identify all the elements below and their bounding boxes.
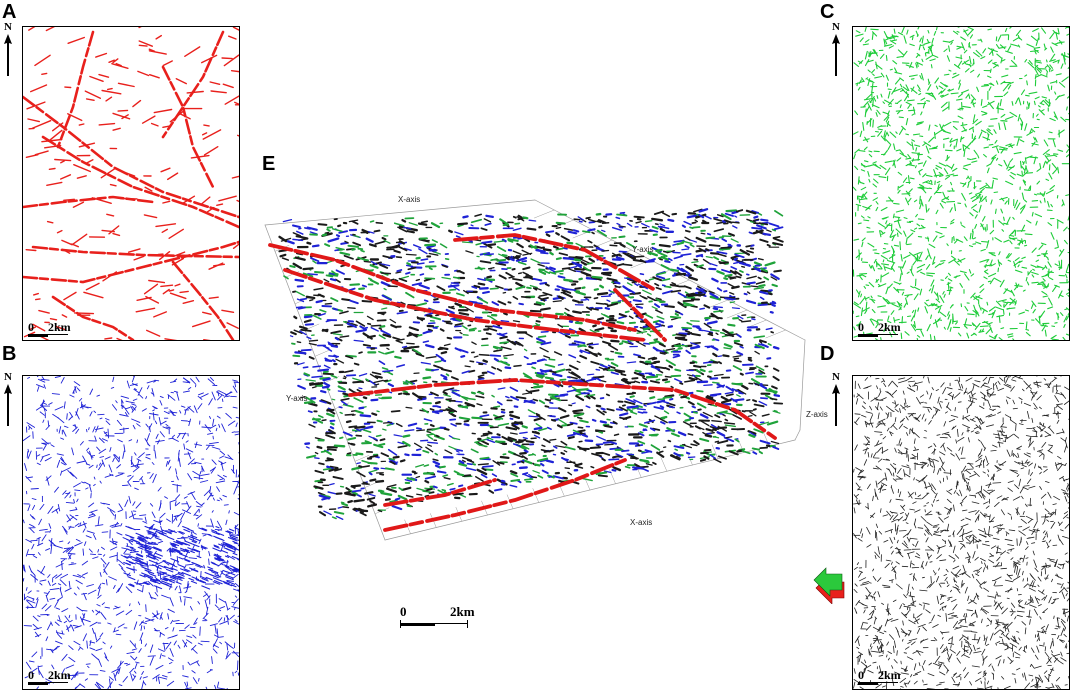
north-arrow-c: N	[830, 22, 842, 76]
fault-3d-view	[264, 199, 806, 541]
scale-bar-d: 0 2km	[858, 668, 938, 686]
scale-zero: 0	[28, 320, 34, 334]
scale-distance: 2km	[48, 320, 71, 334]
scale-distance: 2km	[878, 320, 901, 334]
x-axis-label-top: X-axis	[398, 195, 421, 204]
x-axis-label-bottom: X-axis	[630, 518, 653, 527]
fault-map-d	[852, 375, 1070, 690]
scale-line	[400, 620, 468, 628]
north-label: N	[4, 371, 12, 383]
scale-distance: 2km	[878, 668, 901, 682]
fault-lines-c	[853, 27, 1069, 340]
fault-map-a	[22, 26, 240, 341]
y-axis-label-right: Y-axis	[632, 245, 654, 254]
north-arrow-icon	[832, 34, 840, 76]
scale-bar-c: 0 2km	[858, 320, 938, 338]
fault-map-c	[852, 26, 1070, 341]
scale-distance: 2km	[48, 668, 71, 682]
fault-lines-d	[853, 376, 1069, 689]
north-label: N	[832, 371, 840, 383]
north-label: N	[4, 21, 12, 33]
panel-label-a: A	[2, 1, 17, 23]
north-arrow-d: N	[830, 372, 842, 426]
fault-map-b	[22, 375, 240, 690]
orientation-arrow-icon	[813, 567, 845, 604]
scale-bar-e: 0 2km	[400, 604, 490, 628]
panel-label-d: D	[820, 343, 835, 365]
scale-line	[858, 682, 898, 685]
north-arrow-icon	[4, 384, 12, 426]
panel-label-b: B	[2, 343, 17, 365]
panel-label-c: C	[820, 1, 835, 23]
north-arrow-icon	[832, 384, 840, 426]
scale-line	[28, 334, 68, 337]
scale-bar-b: 0 2km	[28, 668, 108, 686]
y-axis-label-left: Y-axis	[286, 394, 308, 403]
scale-zero: 0	[400, 604, 407, 619]
scale-zero: 0	[28, 668, 34, 682]
scale-zero: 0	[858, 320, 864, 334]
north-label: N	[832, 21, 840, 33]
north-arrow-icon	[4, 34, 12, 76]
scale-distance: 2km	[450, 604, 475, 619]
fault-lines-a	[23, 27, 239, 340]
panel-label-e: E	[262, 153, 276, 175]
fault-lines-b	[23, 376, 239, 689]
scale-zero: 0	[858, 668, 864, 682]
scale-bar-a: 0 2km	[28, 320, 108, 338]
z-axis-label: Z-axis	[806, 410, 828, 419]
north-arrow-a: N	[2, 22, 14, 76]
north-arrow-b: N	[2, 372, 14, 426]
scale-line	[858, 334, 898, 337]
scale-line	[28, 682, 68, 685]
